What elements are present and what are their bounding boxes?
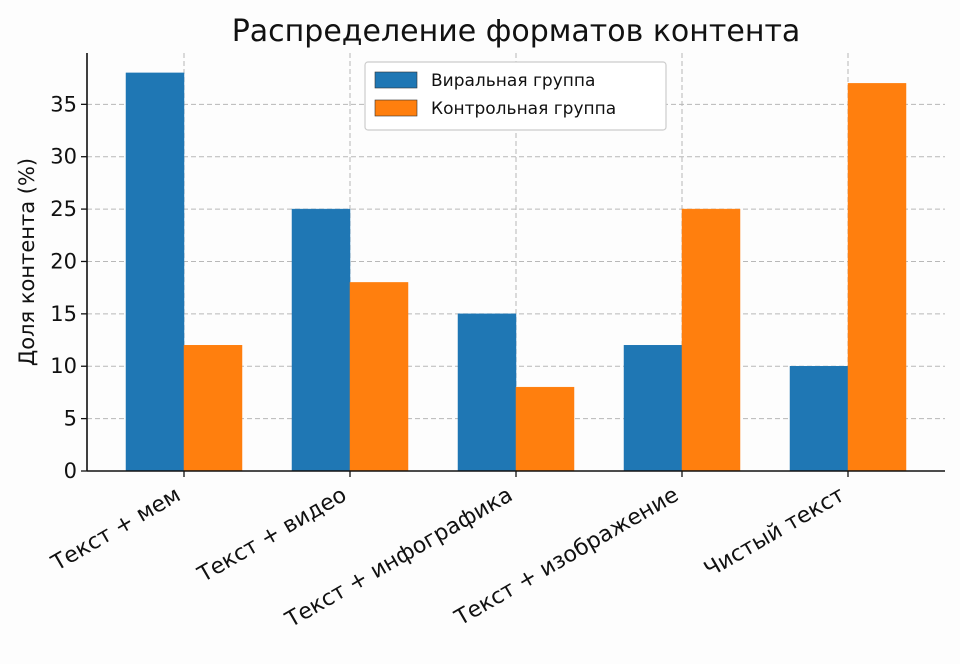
y-tick-label: 10	[50, 354, 77, 378]
y-tick-label: 20	[50, 249, 77, 273]
legend-swatch-viral	[374, 71, 418, 89]
x-tick-label: Текст + мем	[47, 483, 185, 577]
bars	[125, 72, 907, 472]
bar-viral	[623, 345, 683, 472]
bar-control	[349, 282, 409, 472]
y-tick-label: 25	[50, 197, 77, 221]
y-axis-label: Доля контента (%)	[15, 158, 39, 366]
x-tick-label: Текст + видео	[193, 483, 351, 589]
legend: Виральная группа Контрольная группа	[364, 61, 667, 131]
y-tick-label: 5	[64, 407, 77, 431]
y-ticks: 0 5 10 15 20 25 30 35	[50, 92, 87, 483]
legend-label: Контрольная группа	[431, 99, 616, 119]
bar-control	[183, 345, 243, 472]
chart-title: Распределение форматов контента	[232, 14, 801, 49]
legend-label: Виральная группа	[431, 71, 595, 91]
bar-control	[847, 83, 907, 472]
bar-viral	[789, 365, 849, 472]
bar-control	[681, 208, 741, 472]
y-tick-label: 30	[50, 145, 77, 169]
x-tick-label: Чистый текст	[700, 482, 849, 582]
bar-viral	[457, 313, 517, 472]
bar-viral	[125, 72, 185, 472]
legend-swatch-control	[374, 99, 418, 117]
y-tick-label: 15	[50, 302, 77, 326]
legend-box	[364, 61, 667, 131]
bar-viral	[291, 208, 351, 472]
y-tick-label: 35	[50, 92, 77, 116]
y-tick-label: 0	[64, 459, 77, 483]
bar-control	[515, 386, 575, 472]
